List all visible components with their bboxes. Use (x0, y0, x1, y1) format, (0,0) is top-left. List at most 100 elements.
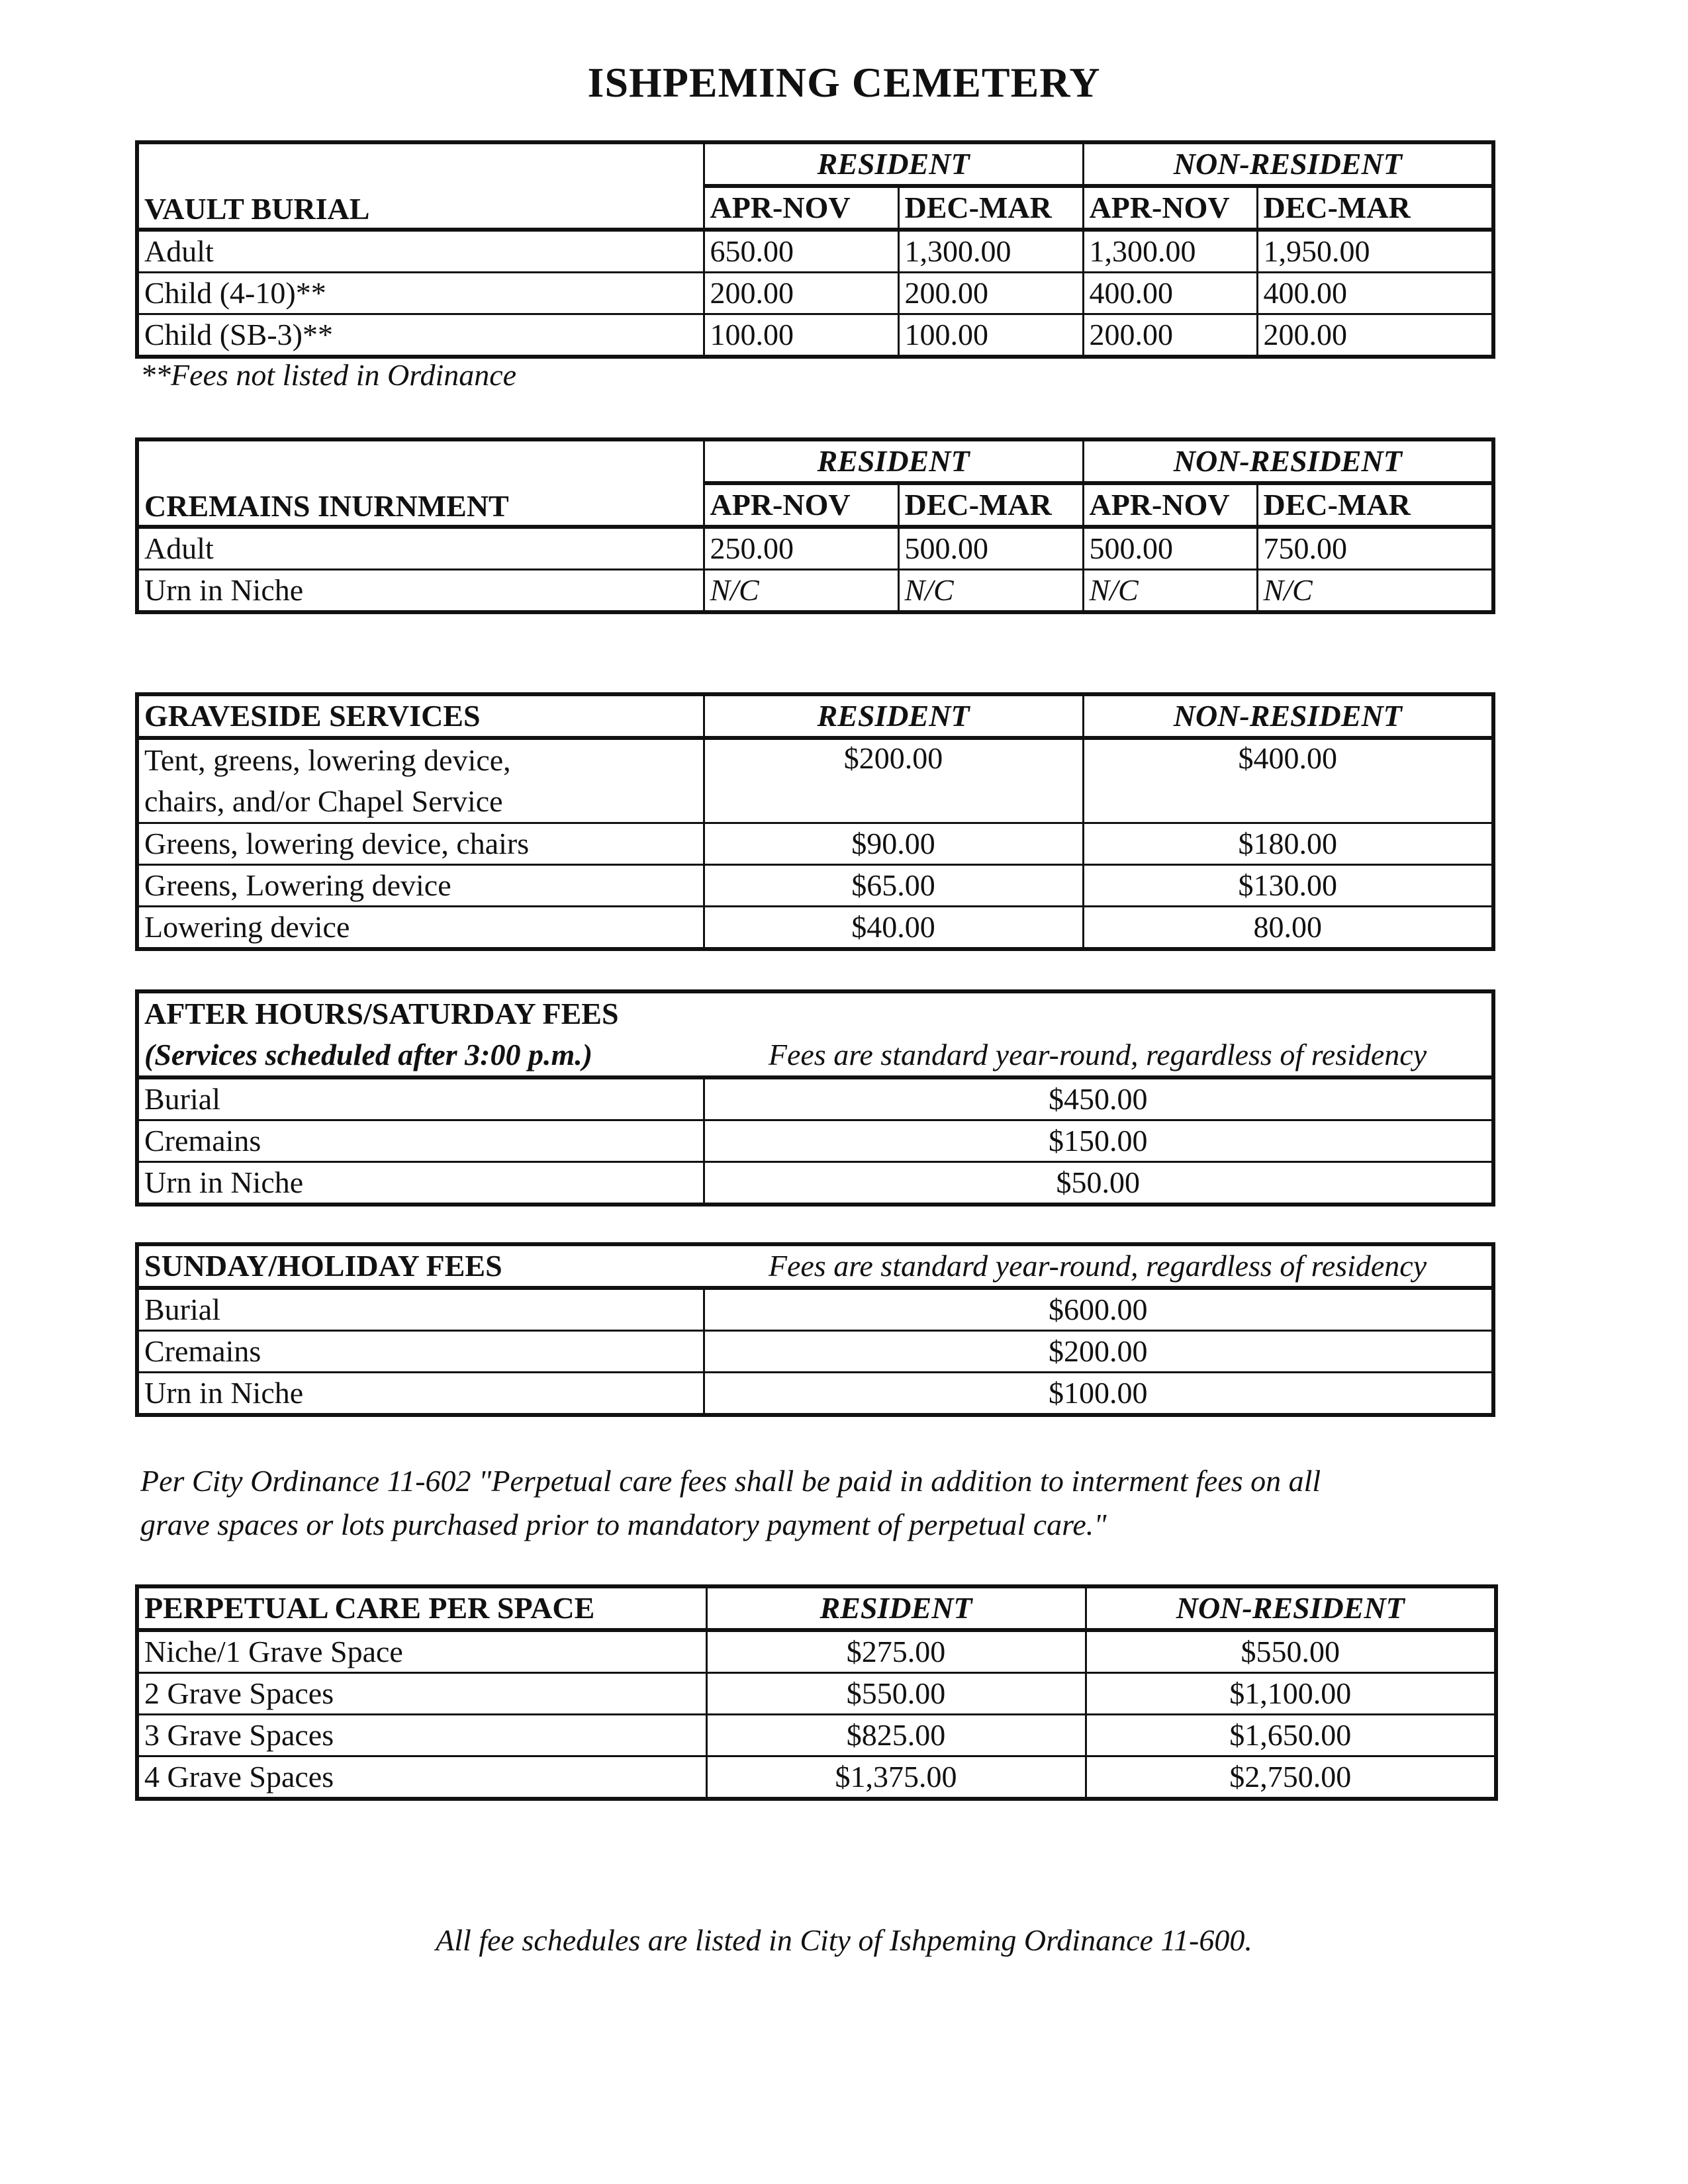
row-label: Tent, greens, lowering device, chairs, a… (136, 737, 705, 824)
footnote: **Fees not listed in Ordinance (140, 358, 517, 392)
header-row: GRAVESIDE SERVICES RESIDENT NON-RESIDENT (136, 693, 1495, 740)
fee-cell: $130.00 (1082, 864, 1495, 907)
section-heading: VAULT BURIAL (136, 141, 705, 232)
fee-cell: $2,750.00 (1084, 1755, 1497, 1800)
row-label: Lowering device (136, 905, 705, 950)
fee-cell: $600.00 (702, 1287, 1495, 1332)
table-row: 2 Grave Spaces $550.00 $1,100.00 (136, 1672, 1497, 1715)
row-label: Urn in Niche (136, 1161, 705, 1206)
row-label: 2 Grave Spaces (136, 1672, 708, 1715)
section-heading: GRAVESIDE SERVICES (136, 693, 705, 740)
fee-cell: $825.00 (705, 1713, 1087, 1757)
fee-cell: $180.00 (1082, 822, 1495, 866)
fee-cell: 250.00 (702, 525, 900, 570)
fee-cell: $1,650.00 (1084, 1713, 1497, 1757)
ordinance-quote: Per City Ordinance 11-602 "Perpetual car… (140, 1459, 1530, 1547)
fee-cell: $450.00 (702, 1076, 1495, 1121)
fee-cell: 400.00 (1256, 271, 1495, 315)
section-subheading: (Services scheduled after 3:00 p.m.) (144, 1038, 593, 1071)
table-row: Child (SB-3)** 100.00 100.00 200.00 200.… (136, 313, 1495, 358)
fee-cell: 200.00 (1256, 313, 1495, 358)
table-row: Burial $600.00 (136, 1287, 1495, 1332)
sunday-holiday-table: SUNDAY/HOLIDAY FEES Fees are standard ye… (135, 1242, 1495, 1417)
period-header: APR-NOV (702, 184, 900, 232)
row-label: 4 Grave Spaces (136, 1755, 708, 1800)
fee-cell: 200.00 (702, 271, 900, 315)
fee-cell: N/C (1256, 569, 1495, 614)
column-header-non-resident: NON-RESIDENT (1082, 693, 1495, 740)
group-header-non-resident: NON-RESIDENT (1082, 438, 1495, 484)
fee-cell: $200.00 (702, 1330, 1495, 1373)
fee-cell: 750.00 (1256, 525, 1495, 570)
fee-cell: $1,100.00 (1084, 1672, 1497, 1715)
table-row: Adult 650.00 1,300.00 1,300.00 1,950.00 (136, 228, 1495, 273)
residency-note: Fees are standard year-round, regardless… (704, 990, 1495, 1079)
header-row: AFTER HOURS/SATURDAY FEES (Services sche… (136, 990, 1495, 1079)
row-label: Child (4-10)** (136, 271, 705, 315)
table-row: 4 Grave Spaces $1,375.00 $2,750.00 (136, 1755, 1497, 1800)
period-header-row: APR-NOV DEC-MAR APR-NOV DEC-MAR (137, 481, 1495, 529)
period-header: DEC-MAR (1256, 184, 1495, 232)
graveside-services-table: GRAVESIDE SERVICES RESIDENT NON-RESIDENT… (135, 692, 1495, 951)
group-header-non-resident: NON-RESIDENT (1082, 141, 1495, 187)
table-row: Child (4-10)** 200.00 200.00 400.00 400.… (136, 271, 1495, 315)
fee-cell: $400.00 (1082, 737, 1495, 824)
fee-cell: $50.00 (702, 1161, 1495, 1206)
row-label: Child (SB-3)** (136, 313, 705, 358)
fee-cell: $275.00 (705, 1629, 1087, 1674)
fee-cell: $1,375.00 (705, 1755, 1087, 1800)
row-label-line: chairs, and/or Chapel Service (144, 784, 503, 818)
fee-cell: 100.00 (702, 313, 900, 358)
fee-cell: 500.00 (1082, 525, 1258, 570)
row-label: Niche/1 Grave Space (136, 1629, 708, 1674)
header-row: PERPETUAL CARE PER SPACE RESIDENT NON-RE… (136, 1585, 1497, 1632)
fee-cell: $550.00 (705, 1672, 1087, 1715)
fee-cell: $90.00 (702, 822, 1084, 866)
row-label: Burial (136, 1287, 705, 1332)
fee-cell: $200.00 (702, 737, 1084, 824)
after-hours-table: AFTER HOURS/SATURDAY FEES (Services sche… (135, 989, 1495, 1206)
table-row: Burial $450.00 (136, 1076, 1495, 1121)
table-row: Cremains $150.00 (136, 1119, 1495, 1163)
group-header-row: VAULT BURIAL RESIDENT NON-RESIDENT (136, 141, 1495, 232)
fee-cell: 200.00 (1082, 313, 1258, 358)
group-header-resident: RESIDENT (702, 438, 1084, 484)
column-header-resident: RESIDENT (705, 1585, 1087, 1632)
table-row: Greens, Lowering device $65.00 $130.00 (136, 864, 1495, 907)
table-row: Tent, greens, lowering device, chairs, a… (136, 737, 1495, 824)
footer-note: All fee schedules are listed in City of … (436, 1923, 1252, 1957)
fee-cell: $550.00 (1084, 1629, 1497, 1674)
group-header-row: CREMAINS INURNMENT RESIDENT NON-RESIDENT (136, 438, 1495, 529)
row-label: Cremains (136, 1119, 705, 1163)
row-label-line: Tent, greens, lowering device, (144, 743, 511, 777)
table-row: Urn in Niche $50.00 (136, 1161, 1495, 1206)
table-row: Urn in Niche N/C N/C N/C N/C (136, 569, 1495, 614)
fee-cell: 1,300.00 (1082, 228, 1258, 273)
group-header-resident: RESIDENT (702, 141, 1084, 187)
row-label: 3 Grave Spaces (136, 1713, 708, 1757)
row-label: Burial (136, 1076, 705, 1121)
column-header-non-resident: NON-RESIDENT (1084, 1585, 1497, 1632)
page-title: ISHPEMING CEMETERY (587, 59, 1101, 106)
fee-cell: 400.00 (1082, 271, 1258, 315)
period-header-row: APR-NOV DEC-MAR APR-NOV DEC-MAR (137, 184, 1495, 232)
period-header: DEC-MAR (897, 481, 1084, 529)
fee-cell: 80.00 (1082, 905, 1495, 950)
section-heading: PERPETUAL CARE PER SPACE (136, 1585, 708, 1632)
residency-note: Fees are standard year-round, regardless… (704, 1243, 1495, 1290)
table-row: Cremains $200.00 (136, 1330, 1495, 1373)
ordinance-quote-line: Per City Ordinance 11-602 "Perpetual car… (140, 1464, 1321, 1498)
row-label: Greens, lowering device, chairs (136, 822, 705, 866)
section-heading: SUNDAY/HOLIDAY FEES (136, 1243, 704, 1290)
table-row: 3 Grave Spaces $825.00 $1,650.00 (136, 1713, 1497, 1757)
section-heading-cell: AFTER HOURS/SATURDAY FEES (Services sche… (136, 990, 704, 1079)
fee-cell: 200.00 (897, 271, 1084, 315)
row-label: Urn in Niche (136, 569, 705, 614)
cremains-inurnment-table: CREMAINS INURNMENT RESIDENT NON-RESIDENT… (135, 437, 1496, 614)
fee-cell: N/C (702, 569, 900, 614)
fee-cell: 650.00 (702, 228, 900, 273)
period-header: APR-NOV (1082, 184, 1258, 232)
period-header: DEC-MAR (897, 184, 1084, 232)
period-header: APR-NOV (1082, 481, 1258, 529)
table-row: Lowering device $40.00 80.00 (136, 905, 1495, 950)
